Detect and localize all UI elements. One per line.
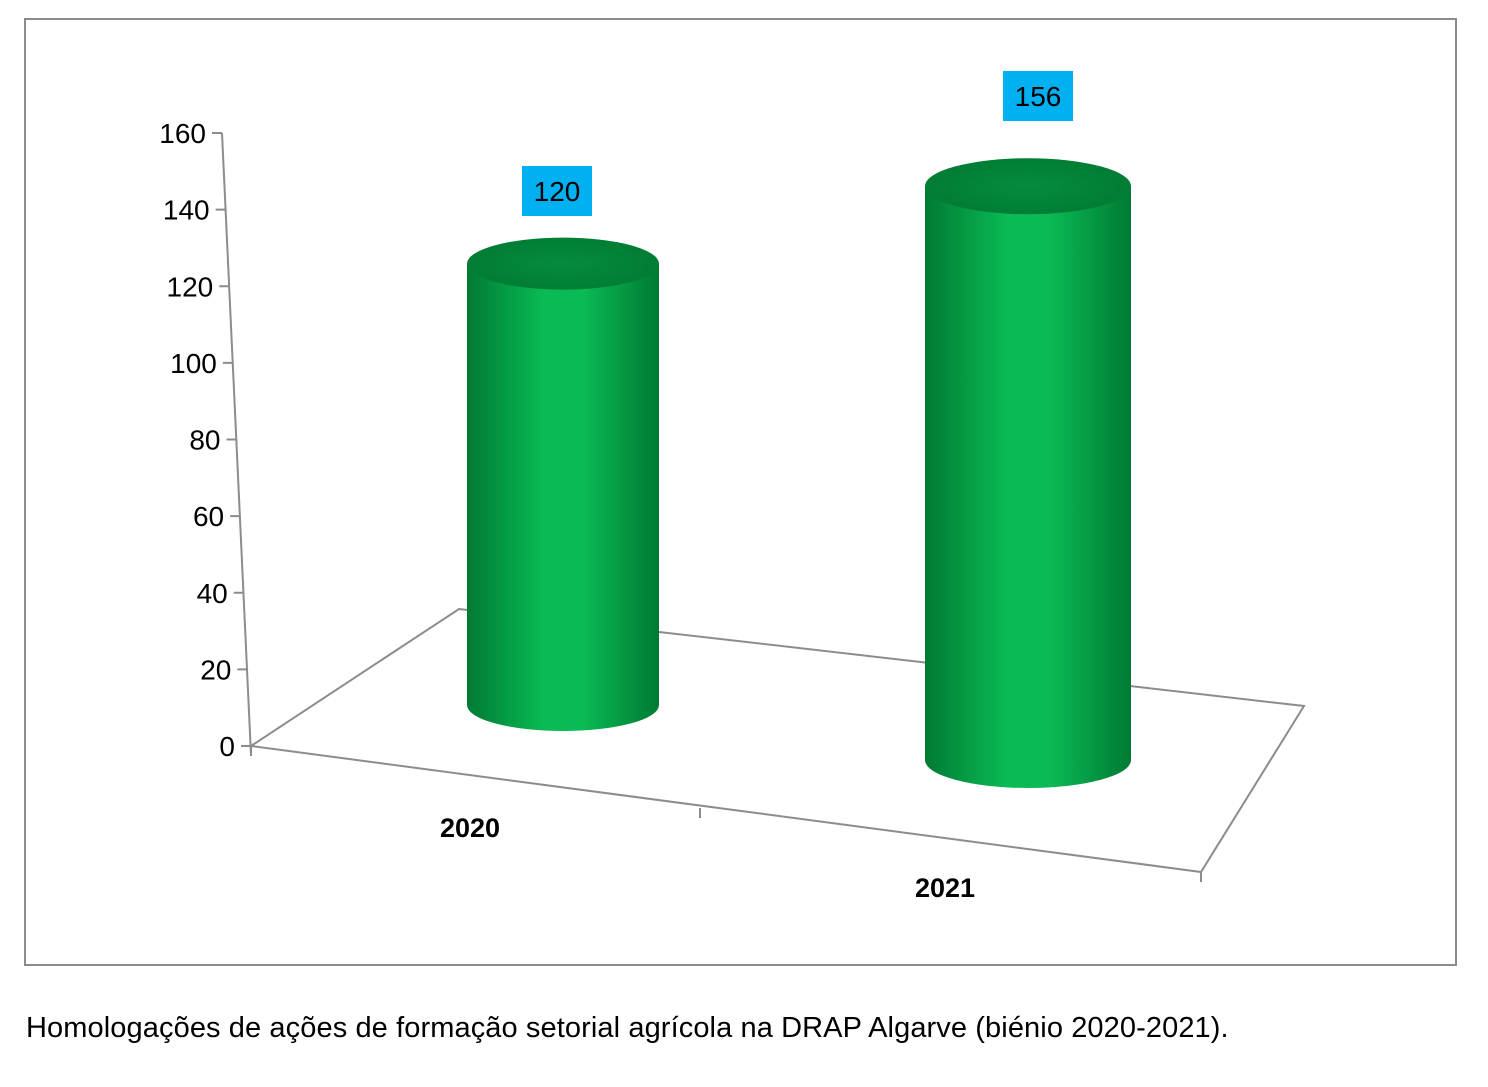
y-tick-label: 140 [163, 195, 210, 226]
x-category-label: 2020 [440, 813, 500, 843]
data-label: 120 [534, 176, 581, 207]
y-tick-label: 100 [170, 348, 217, 379]
bar-body [925, 186, 1131, 788]
bar-top [467, 237, 659, 290]
y-tick-label: 160 [159, 118, 206, 149]
bar-2020 [467, 237, 659, 731]
bar-top [925, 158, 1131, 215]
y-axis-line [221, 132, 252, 756]
y-tick-label: 80 [189, 425, 220, 456]
chart-frame [24, 18, 1457, 966]
y-tick-label: 40 [197, 578, 228, 609]
bar-body [467, 263, 659, 731]
y-tick-label: 120 [167, 271, 214, 302]
y-tick-label: 60 [193, 501, 224, 532]
data-label-box [1003, 71, 1073, 121]
data-label: 156 [1015, 81, 1062, 112]
bar-2021 [925, 158, 1131, 788]
floor-outline [250, 607, 1306, 874]
y-tick-label: 0 [219, 731, 235, 762]
x-category-label: 2021 [915, 873, 975, 903]
figure-caption: Homologações de ações de formação setori… [26, 1012, 1229, 1044]
chart-plot: 0 20 40 60 80 100 120 140 160 120 156 2020 2021 [159, 71, 1306, 903]
data-label-box [522, 166, 592, 216]
y-tick-label: 20 [200, 654, 231, 685]
